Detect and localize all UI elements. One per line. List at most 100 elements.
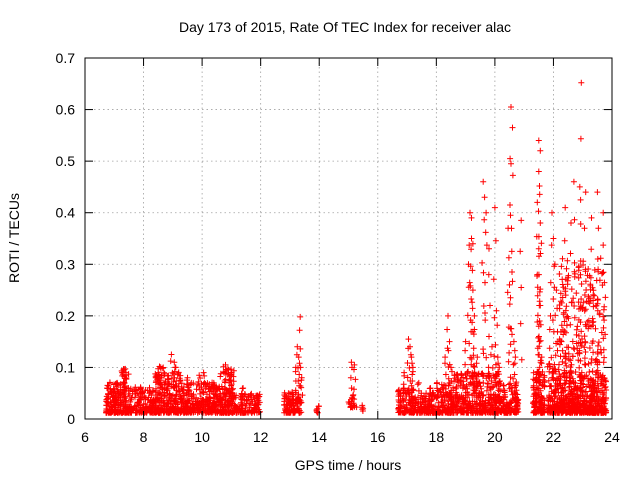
data-point [535, 137, 542, 144]
data-point [593, 405, 600, 412]
data-point [582, 321, 589, 328]
data-point [591, 267, 598, 273]
data-point [587, 274, 594, 281]
data-point [442, 360, 448, 367]
data-point [534, 312, 541, 319]
data-point [561, 237, 568, 244]
data-point [548, 388, 555, 395]
data-point [557, 290, 564, 297]
data-point [222, 396, 229, 403]
data-point [537, 359, 544, 366]
data-point [509, 172, 516, 179]
data-point [498, 397, 505, 404]
data-point [168, 351, 175, 358]
data-point [230, 385, 236, 392]
data-point [539, 382, 546, 389]
data-point [155, 389, 161, 396]
data-point [595, 370, 601, 377]
data-point [159, 365, 166, 372]
data-point [296, 360, 303, 367]
plot-frame [84, 57, 613, 420]
data-point [347, 374, 354, 381]
data-point [424, 404, 431, 410]
data-point [127, 385, 134, 392]
data-point [254, 405, 260, 412]
data-point [481, 194, 488, 201]
data-point [567, 373, 574, 380]
data-point [197, 390, 204, 397]
data-point [535, 323, 542, 330]
data-point [241, 397, 248, 404]
x-tick-label: 18 [429, 429, 445, 445]
data-point [281, 398, 288, 405]
data-point [496, 378, 503, 384]
data-point [480, 269, 487, 276]
data-point [464, 408, 471, 415]
data-point [294, 403, 301, 409]
data-point [595, 339, 602, 346]
data-point [507, 374, 514, 381]
data-point [400, 398, 407, 405]
data-point [468, 296, 475, 302]
data-point [507, 294, 514, 301]
data-point [346, 400, 353, 407]
y-tick-label: 0.7 [56, 50, 76, 66]
data-point [571, 268, 578, 275]
y-tick-label: 0.4 [56, 205, 76, 221]
data-point [597, 380, 604, 387]
data-point [395, 397, 402, 403]
data-point [122, 365, 129, 372]
data-point [171, 396, 178, 403]
data-point [171, 359, 178, 366]
data-point [409, 360, 415, 367]
data-point [480, 380, 487, 386]
data-point [446, 361, 453, 368]
data-point [560, 326, 566, 333]
data-point [256, 391, 263, 398]
data-point [557, 298, 564, 305]
data-point [546, 394, 553, 401]
data-point [573, 340, 580, 347]
data-point [582, 278, 589, 285]
data-point [558, 263, 565, 270]
data-point [537, 147, 544, 154]
data-point [558, 338, 565, 345]
data-point [446, 390, 453, 397]
data-point [567, 357, 574, 364]
data-point [225, 409, 232, 416]
data-point [563, 369, 570, 376]
data-point [438, 398, 445, 405]
data-point [155, 381, 162, 388]
data-point [602, 331, 609, 338]
data-point [536, 379, 543, 386]
x-tick-label: 16 [370, 429, 386, 445]
data-point [156, 407, 162, 414]
data-point [602, 294, 609, 301]
data-point [137, 402, 144, 409]
data-point [180, 403, 187, 410]
data-point [469, 409, 476, 416]
data-point [204, 399, 211, 406]
data-point [581, 292, 588, 298]
x-tick-label: 6 [81, 429, 89, 445]
data-point [585, 375, 591, 382]
data-point [576, 183, 583, 190]
x-tick-label: 24 [604, 429, 620, 445]
data-point [228, 372, 235, 379]
data-point [517, 248, 524, 255]
data-point [536, 364, 543, 371]
data-point [574, 385, 581, 392]
data-point [507, 380, 514, 387]
data-point [535, 168, 542, 175]
data-point [452, 406, 459, 413]
data-point [292, 387, 299, 394]
data-point [588, 214, 595, 221]
chart-title: Day 173 of 2015, Rate Of TEC Index for r… [179, 19, 511, 35]
data-point [485, 380, 492, 387]
data-point [421, 398, 428, 405]
data-point [575, 274, 582, 281]
data-point [237, 396, 244, 402]
data-point [462, 338, 469, 345]
data-point [296, 327, 303, 334]
data-point [162, 379, 168, 386]
